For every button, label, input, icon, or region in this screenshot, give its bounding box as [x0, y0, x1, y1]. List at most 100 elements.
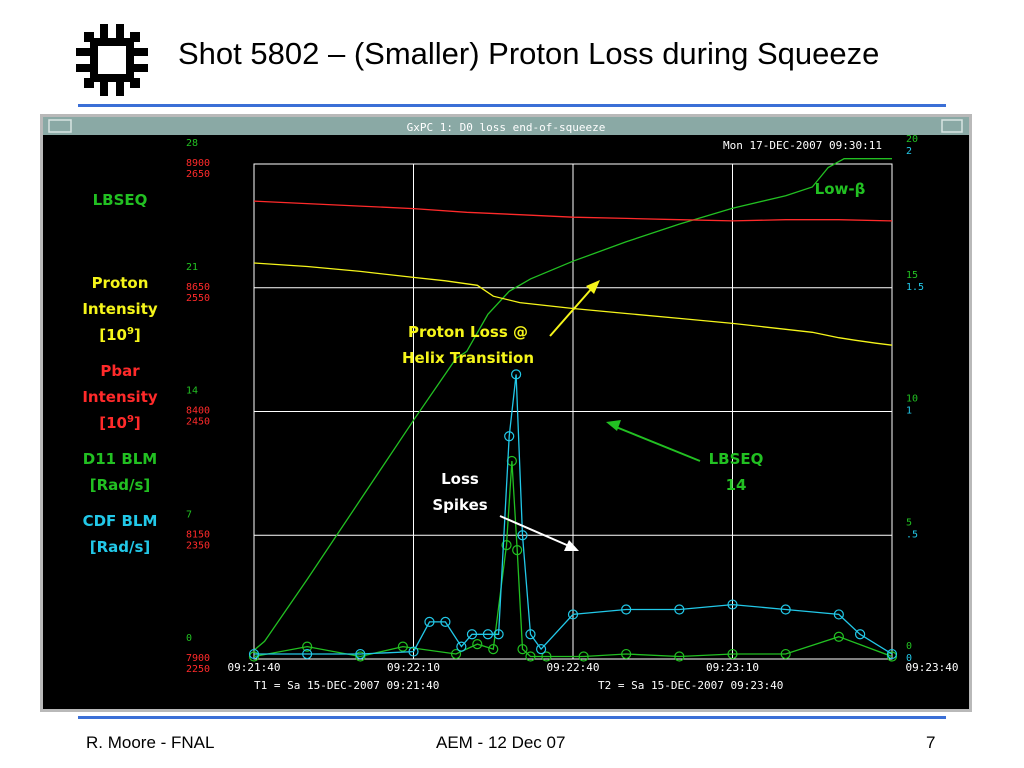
series-point-cdf-blm [511, 369, 522, 380]
plot-grid [253, 163, 893, 660]
series-line-lbseq [253, 158, 892, 651]
series-point-cdf-blm [355, 648, 366, 660]
title-rule [78, 104, 946, 107]
legend-proton-unit: [109] [99, 326, 141, 344]
fermilab-logo [76, 24, 148, 96]
series-point-cdf-blm [621, 604, 632, 615]
legend-d11-unit: [Rad/s] [90, 476, 151, 494]
right-tick-1-3: 1.5 [906, 282, 924, 293]
x-tick-2: 09:22:40 [547, 661, 600, 674]
series-point-cdf-blm [536, 643, 547, 655]
right-tick-1-1: .5 [906, 529, 918, 540]
series-point-d11-blm [578, 651, 589, 662]
series-point-cdf-blm [408, 646, 419, 657]
left-axis-ticks: 0 7 14 21 28 7900 8150 8400 8650 8900 2250 2350 2450… [186, 138, 210, 675]
series-point-d11-blm [248, 651, 260, 662]
series-point-cdf-blm [780, 604, 791, 615]
legend-proton-unit-base: [10 [99, 326, 127, 344]
series-point-d11-blm [517, 643, 528, 655]
series-point-d11-blm [302, 641, 313, 652]
loss-spikes-arrowhead [564, 540, 579, 551]
loss-spikes-arrow [499, 515, 570, 547]
plot-window: GxPC 1: D0 loss end-of-squeeze Mon 17-DE… [40, 114, 972, 712]
series-point-cdf-blm [482, 629, 494, 640]
series-point-cdf-blm [424, 616, 435, 627]
left-tick-0-0: 0 [186, 633, 192, 644]
series-point-d11-blm [780, 648, 791, 660]
left-tick-1-1: 8150 [186, 529, 210, 540]
left-tick-1-0: 7900 [186, 653, 210, 664]
left-tick-2-0: 2250 [186, 664, 210, 675]
series-point-cdf-blm [674, 604, 685, 615]
slide-title: Shot 5802 – (Smaller) Proton Loss during… [178, 36, 880, 71]
legend-proton-label2: Intensity [82, 300, 158, 318]
left-tick-2-3: 2550 [186, 293, 210, 304]
series-point-d11-blm [833, 631, 844, 642]
footer-meeting: AEM - 12 Dec 07 [436, 733, 566, 752]
series-point-cdf-blm [466, 629, 478, 640]
series-point-d11-blm [472, 639, 483, 650]
series-point-d11-blm [450, 648, 462, 660]
series-point-d11-blm [397, 641, 408, 652]
legend-lbseq: LBSEQ [93, 191, 148, 209]
series-point-cdf-blm [525, 629, 536, 640]
chart: GxPC 1: D0 loss end-of-squeeze Mon 17-DE… [40, 114, 972, 712]
x-tick-3: 09:23:10 [706, 661, 759, 674]
annotation-loss-line2: Spikes [432, 496, 487, 514]
legend-proton-unit-exp: 9 [127, 326, 134, 337]
right-tick-0-2: 10 [906, 394, 918, 405]
left-tick-0-2: 14 [186, 386, 198, 397]
left-tick-1-4: 8900 [186, 158, 210, 169]
series-point-cdf-blm [504, 431, 515, 442]
window-timestamp: Mon 17-DEC-2007 09:30:11 [723, 139, 882, 152]
series-point-cdf-blm [440, 616, 451, 627]
legend-pbar-unit-base: [10 [99, 414, 127, 432]
legend-pbar-unit: [109] [99, 414, 141, 432]
annotation-lbseq-line1: LBSEQ [709, 450, 764, 468]
series-point-d11-blm [674, 651, 685, 662]
series-point-cdf-blm [302, 648, 313, 660]
series-point-d11-blm [488, 643, 499, 655]
footer-author: R. Moore - FNAL [86, 733, 215, 752]
x-axis-ticks: 09:21:40 09:22:10 09:22:40 09:23:10 09:23:40 [228, 661, 959, 674]
legend-proton-unit-end: ] [134, 326, 141, 344]
series-line-pbar-intensity [253, 200, 893, 222]
right-tick-0-4: 20 [906, 134, 918, 145]
series-point-d11-blm [355, 651, 366, 662]
series-point-d11-blm [512, 545, 523, 556]
series-point-cdf-blm [248, 648, 260, 660]
series-point-d11-blm [727, 648, 738, 660]
right-tick-1-2: 1 [906, 406, 912, 417]
series-line-proton-intensity [253, 262, 893, 346]
left-tick-0-3: 21 [186, 262, 198, 273]
window-minimize-button[interactable] [941, 119, 963, 133]
footer-page-number: 7 [926, 733, 936, 752]
window-frame [40, 114, 972, 712]
series-point-d11-blm [621, 648, 632, 660]
annotation-proton-loss-line1: Proton Loss @ [408, 323, 528, 341]
window-title: GxPC 1: D0 loss end-of-squeeze [407, 121, 606, 134]
left-tick-0-4: 28 [186, 138, 198, 149]
right-tick-1-4: 2 [906, 146, 912, 157]
lbseq-arrow [615, 426, 701, 462]
series-point-cdf-blm [493, 629, 504, 640]
left-tick-2-2: 2450 [186, 417, 210, 428]
legend-pbar-unit-exp: 9 [127, 414, 134, 425]
left-tick-2-1: 2350 [186, 540, 210, 551]
proton-loss-arrowhead [586, 280, 600, 294]
series-point-d11-blm [886, 651, 898, 662]
window-menu-button[interactable] [48, 119, 72, 133]
series-point-cdf-blm [456, 641, 467, 652]
right-tick-0-1: 5 [906, 517, 912, 528]
annotation-proton-loss-line2: Helix Transition [402, 349, 534, 367]
legend: LBSEQ Proton Intensity [109] Pbar Intens… [82, 191, 158, 556]
annotation-low-beta: Low-β [815, 180, 866, 198]
series-point-cdf-blm [727, 599, 738, 610]
series-point-cdf-blm [833, 609, 844, 620]
legend-proton-label: Proton [92, 274, 149, 292]
left-tick-2-4: 2650 [186, 169, 210, 180]
left-tick-1-3: 8650 [186, 282, 210, 293]
proton-loss-arrow [549, 286, 594, 337]
lbseq-arrowhead [606, 420, 621, 431]
legend-cdf-unit: [Rad/s] [90, 538, 151, 556]
